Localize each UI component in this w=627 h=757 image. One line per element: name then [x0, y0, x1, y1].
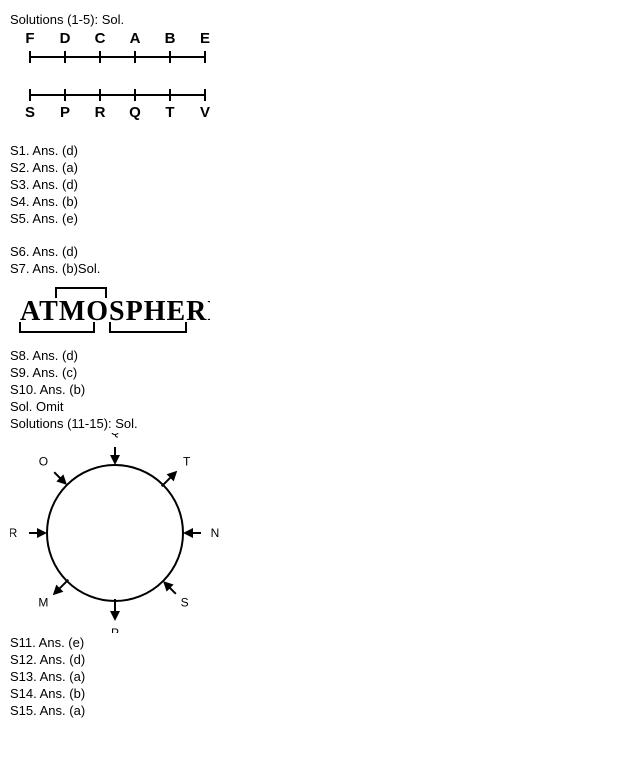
answers-11-15: S11. Ans. (e) S12. Ans. (d) S13. Ans. (a) S…: [10, 635, 617, 718]
answer-line: S8. Ans. (d): [10, 348, 617, 363]
answers-8-10: S8. Ans. (d) S9. Ans. (c) S10. Ans. (b) Sol…: [10, 348, 617, 414]
answer-line: S11. Ans. (e): [10, 635, 617, 650]
svg-text:V: V: [200, 104, 210, 121]
answer-line: S9. Ans. (c): [10, 365, 617, 380]
svg-text:R: R: [10, 526, 18, 540]
svg-text:M: M: [38, 596, 48, 610]
svg-text:F: F: [25, 30, 34, 47]
answer-line: S13. Ans. (a): [10, 669, 617, 684]
answers-1-5: S1. Ans. (d) S2. Ans. (a) S3. Ans. (d) S4. …: [10, 143, 617, 226]
answer-line: S7. Ans. (b)Sol.: [10, 261, 617, 276]
svg-text:T: T: [183, 454, 191, 468]
answer-line: S1. Ans. (d): [10, 143, 617, 158]
svg-text:Q: Q: [129, 104, 141, 121]
atmosphere-diagram: ATMOSPHERE: [10, 284, 210, 338]
solutions-11-15-header: Solutions (11-15): Sol.: [10, 416, 617, 431]
svg-text:P: P: [111, 626, 119, 633]
solutions-1-5-header: Solutions (1-5): Sol.: [10, 12, 617, 27]
svg-text:ATMOSPHERE: ATMOSPHERE: [20, 296, 210, 327]
answer-line: S12. Ans. (d): [10, 652, 617, 667]
svg-text:P: P: [60, 104, 70, 121]
svg-text:B: B: [165, 30, 176, 47]
svg-text:N: N: [211, 526, 220, 540]
svg-text:D: D: [60, 30, 71, 47]
number-line-top: FDCABE: [10, 29, 240, 69]
svg-text:R: R: [95, 104, 106, 121]
answer-line: S10. Ans. (b): [10, 382, 617, 397]
circle-diagram: Q T N S P M R O: [10, 433, 220, 633]
answer-line: S15. Ans. (a): [10, 703, 617, 718]
svg-text:A: A: [130, 30, 141, 47]
svg-text:O: O: [39, 454, 48, 468]
svg-text:S: S: [25, 104, 35, 121]
answer-line: S5. Ans. (e): [10, 211, 617, 226]
svg-text:T: T: [165, 104, 174, 121]
answer-line: S4. Ans. (b): [10, 194, 617, 209]
answer-line: S14. Ans. (b): [10, 686, 617, 701]
answers-6-7: S6. Ans. (d) S7. Ans. (b)Sol.: [10, 244, 617, 276]
answer-line: S3. Ans. (d): [10, 177, 617, 192]
svg-text:Q: Q: [110, 433, 119, 438]
svg-text:E: E: [200, 30, 210, 47]
answer-line: Sol. Omit: [10, 399, 617, 414]
svg-text:C: C: [95, 30, 106, 47]
svg-text:S: S: [181, 596, 189, 610]
answer-line: S2. Ans. (a): [10, 160, 617, 175]
number-line-bottom: SPRQTV: [10, 83, 240, 123]
answer-line: S6. Ans. (d): [10, 244, 617, 259]
